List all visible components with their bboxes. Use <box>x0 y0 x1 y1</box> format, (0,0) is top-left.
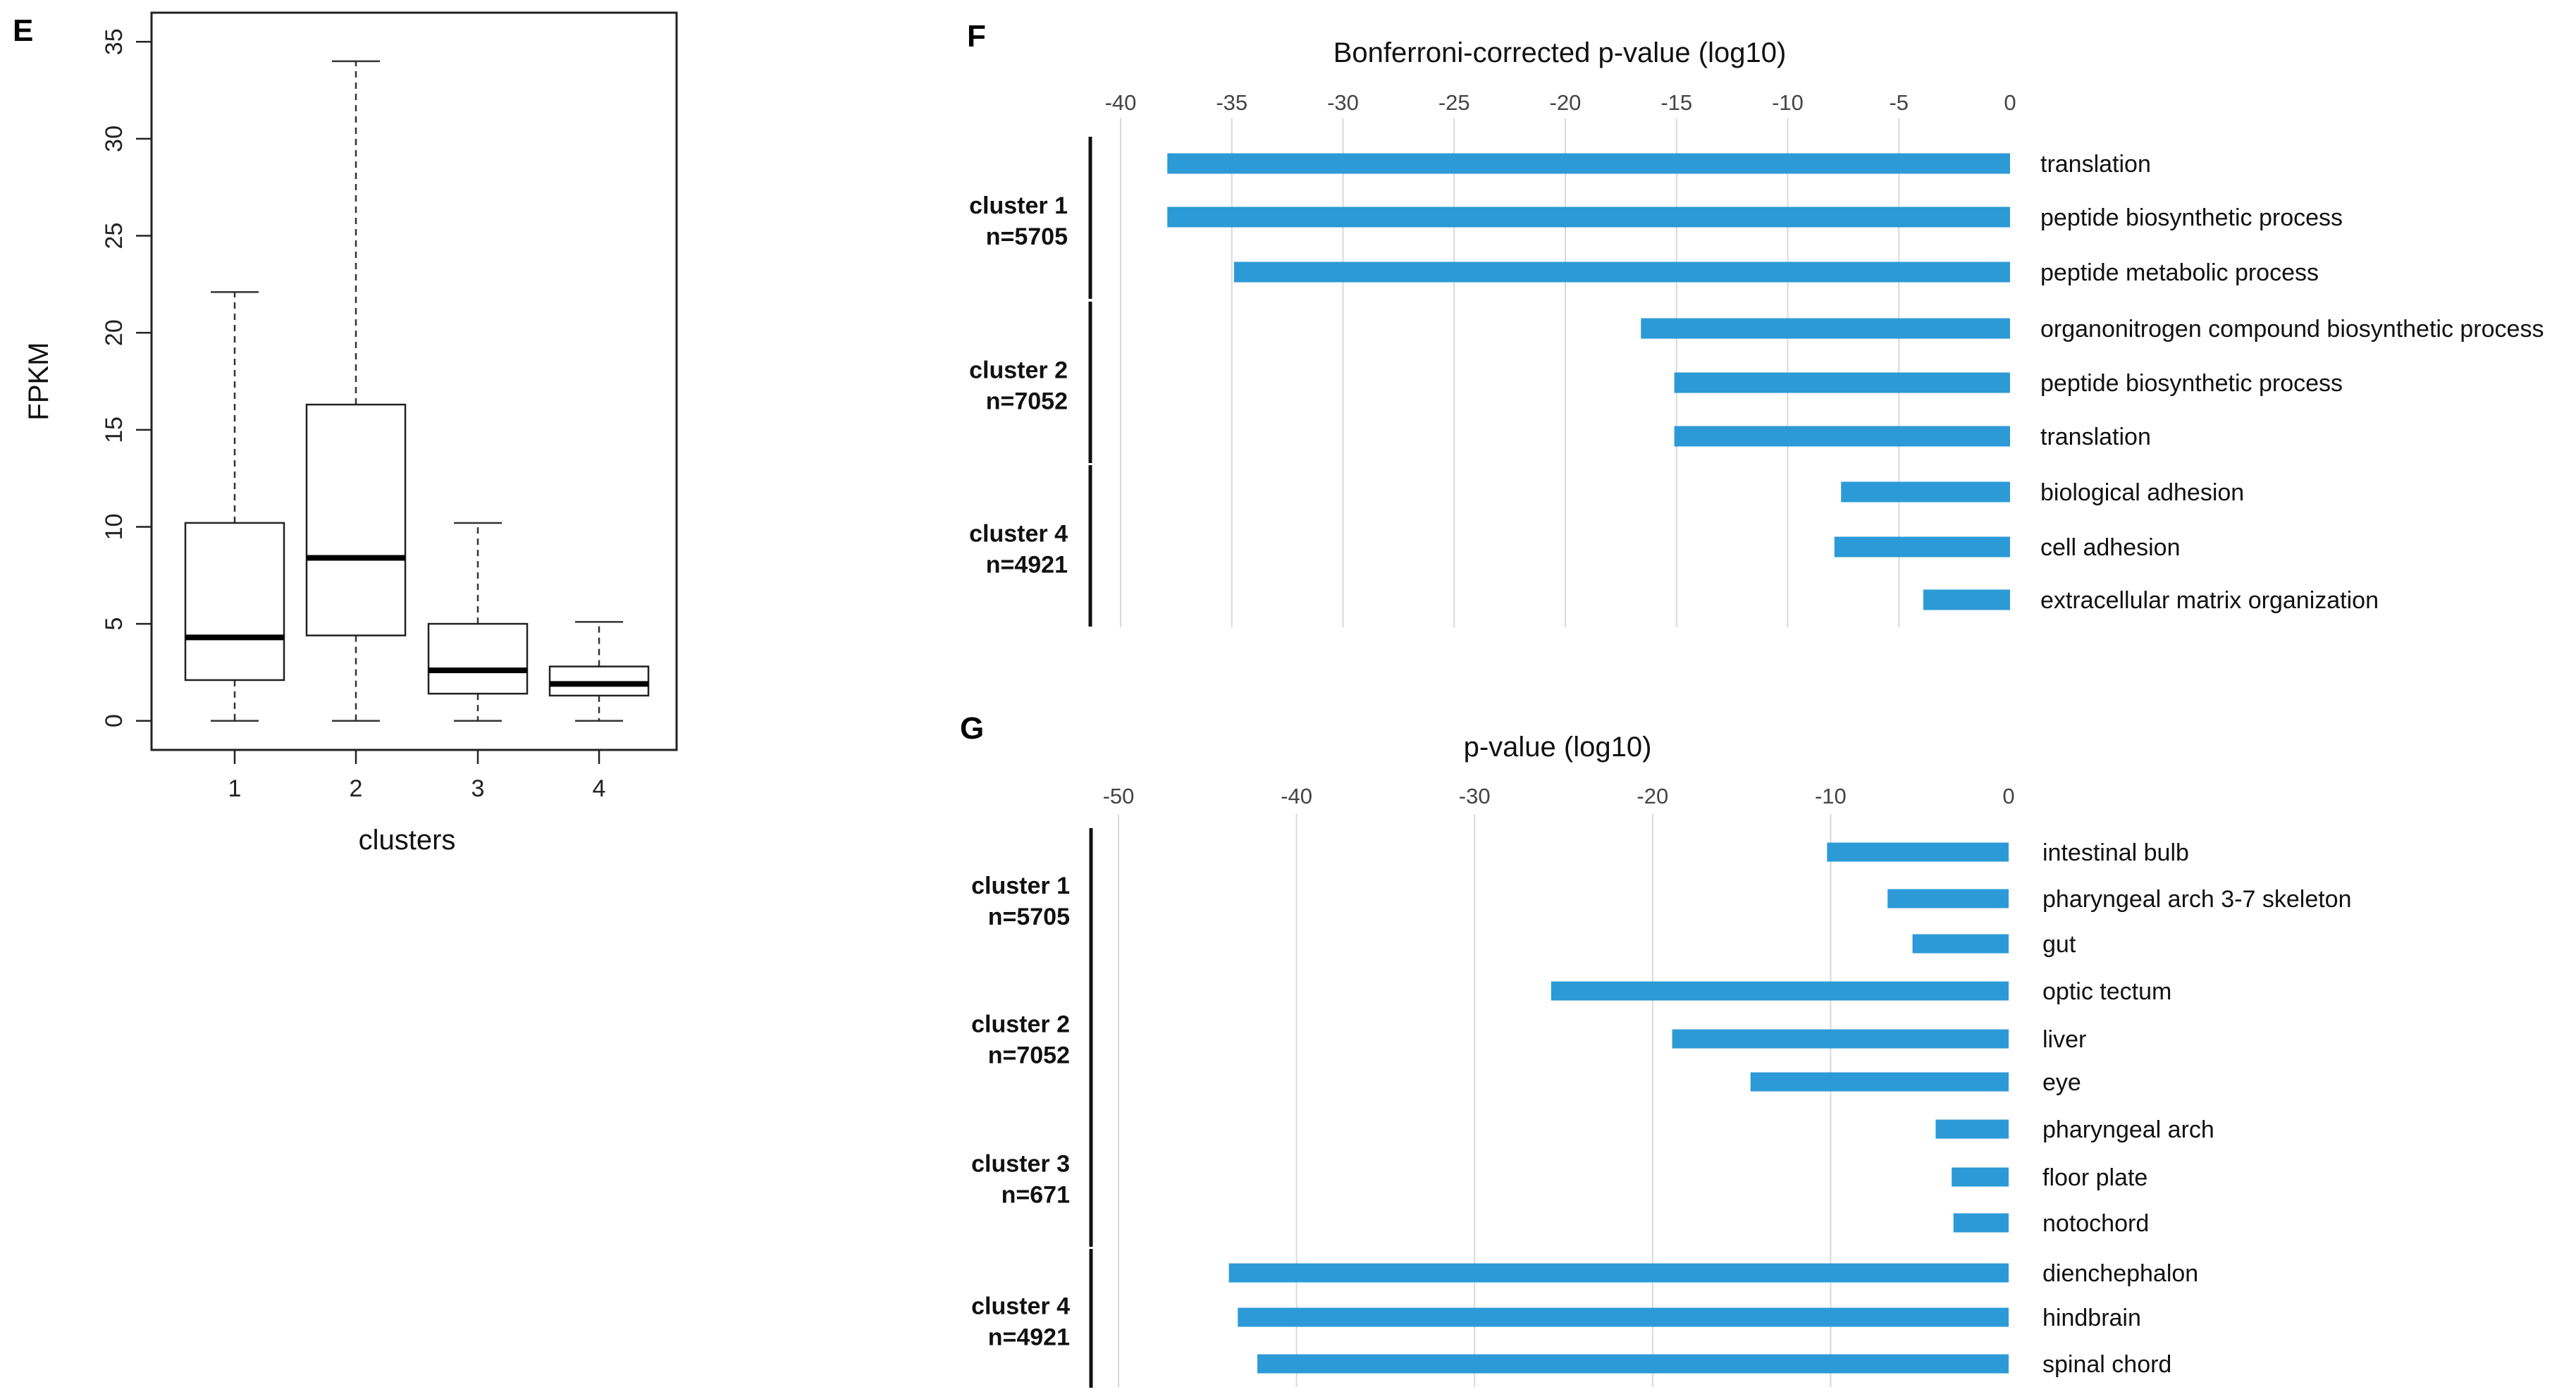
term-label: eye <box>2042 1069 2081 1096</box>
box-iqr <box>427 622 529 695</box>
x-tick-label: -30 <box>1327 90 1359 115</box>
box-iqr <box>184 522 285 682</box>
panel-label-f: F <box>967 19 986 54</box>
box-iqr <box>548 665 650 697</box>
x-tick-label: -5 <box>1889 90 1909 115</box>
chart-title: p-value (log10) <box>1464 732 1652 763</box>
bar <box>1827 842 2009 862</box>
x-tick-label: -10 <box>1815 784 1847 808</box>
bar <box>1233 261 2010 283</box>
cluster-size: n=4921 <box>986 552 1068 579</box>
term-label: dienchephalon <box>2042 1260 2198 1287</box>
x-tick-label: -40 <box>1281 784 1312 808</box>
bar <box>1750 1072 2009 1092</box>
term-label: biological adhesion <box>2040 479 2244 506</box>
y-tick-label: 20 <box>101 319 128 346</box>
plot-frame <box>150 11 678 751</box>
box-iqr <box>305 403 407 636</box>
bar <box>1674 372 2010 393</box>
term-label: hindbrain <box>2042 1305 2141 1331</box>
panel-label-g: G <box>960 711 984 746</box>
cluster-size: n=5705 <box>988 904 1070 930</box>
x-tick-label: -20 <box>1550 90 1582 115</box>
term-label: translation <box>2040 424 2151 450</box>
bar <box>1167 153 2010 174</box>
term-label: cell adhesion <box>2040 534 2180 561</box>
bar <box>1841 481 2010 503</box>
term-label: pharyngeal arch <box>2042 1116 2214 1143</box>
cluster-name: cluster 3 <box>971 1151 1070 1178</box>
y-axis-label: FPKM <box>23 342 54 420</box>
term-label: spinal chord <box>2042 1351 2171 1378</box>
term-label: pharyngeal arch 3-7 skeleton <box>2042 886 2352 913</box>
term-label: peptide metabolic process <box>2040 259 2319 286</box>
cluster-size: n=5705 <box>986 223 1068 250</box>
bar <box>1228 1263 2009 1283</box>
x-tick-label: 0 <box>2004 90 2016 115</box>
cluster-name: cluster 1 <box>971 873 1070 899</box>
term-label: peptide biosynthetic process <box>2040 204 2343 231</box>
term-label: organonitrogen compound biosynthetic pro… <box>2040 316 2544 343</box>
bar <box>1641 318 2010 339</box>
anatomy-term-bar-chart: p-value (log10) -50 -40 -30 -20 -10 0 cluster 1… <box>971 732 2352 1388</box>
go-term-bar-chart: Bonferroni-corrected p-value (log10) -40 -… <box>969 37 2544 627</box>
term-label: gut <box>2042 931 2076 958</box>
y-tick-label: 5 <box>101 617 128 631</box>
x-tick-label: -35 <box>1216 90 1247 115</box>
x-tick-label: -40 <box>1105 90 1137 115</box>
y-tick-label: 30 <box>101 125 128 152</box>
boxplot-chart: 0 5 10 15 20 25 30 35 1 2 3 4 clusters FPKM <box>23 11 678 856</box>
y-tick-label: 10 <box>101 514 128 541</box>
term-label: peptide biosynthetic process <box>2040 370 2343 397</box>
bar <box>1953 1213 2009 1233</box>
cluster-name: cluster 2 <box>971 1011 1070 1038</box>
x-tick-label: -15 <box>1660 90 1692 115</box>
x-tick-label: 3 <box>472 775 485 802</box>
bar <box>1887 889 2009 909</box>
cluster-size: n=7052 <box>988 1042 1070 1069</box>
cluster-name: cluster 4 <box>971 1293 1070 1320</box>
cluster-size: n=671 <box>1002 1182 1070 1209</box>
cluster-size: n=4921 <box>988 1324 1070 1351</box>
term-label: liver <box>2042 1026 2086 1053</box>
x-tick-label: -30 <box>1459 784 1491 808</box>
bar <box>1672 1029 2009 1049</box>
chart-title: Bonferroni-corrected p-value (log10) <box>1333 37 1787 68</box>
bar <box>1912 934 2009 954</box>
x-tick-label: -25 <box>1438 90 1470 115</box>
bar <box>1952 1167 2009 1187</box>
x-tick-label: 4 <box>593 775 606 802</box>
x-tick-label: -20 <box>1637 784 1668 808</box>
y-tick-label: 35 <box>101 28 128 55</box>
cluster-name: cluster 1 <box>969 192 1068 219</box>
bar <box>1935 1119 2009 1139</box>
cluster-name: cluster 2 <box>969 357 1068 384</box>
y-tick-label: 0 <box>101 714 128 727</box>
x-tick-label: 2 <box>350 775 363 802</box>
y-tick-label: 15 <box>101 417 128 443</box>
term-label: notochord <box>2042 1210 2149 1237</box>
x-tick-label: -50 <box>1103 784 1135 808</box>
term-label: floor plate <box>2042 1164 2147 1191</box>
bar <box>1551 981 2009 1001</box>
term-label: extracellular matrix organization <box>2040 587 2379 614</box>
bar <box>1923 589 2010 610</box>
term-label: translation <box>2040 151 2151 178</box>
y-tick-label: 25 <box>101 223 128 250</box>
term-label: intestinal bulb <box>2042 839 2189 866</box>
x-tick-label: 0 <box>2002 784 2014 808</box>
term-label: optic tectum <box>2042 978 2171 1005</box>
cluster-size: n=7052 <box>986 388 1068 415</box>
bar <box>1674 426 2010 447</box>
panel-label-e: E <box>13 13 33 48</box>
x-axis-label: clusters <box>359 825 456 856</box>
x-tick-label: -10 <box>1772 90 1804 115</box>
cluster-name: cluster 4 <box>969 521 1068 548</box>
x-tick-label: 1 <box>228 775 242 802</box>
bar <box>1257 1354 2009 1374</box>
bar <box>1167 207 2010 228</box>
bar <box>1834 536 2010 558</box>
bar <box>1238 1307 2009 1327</box>
